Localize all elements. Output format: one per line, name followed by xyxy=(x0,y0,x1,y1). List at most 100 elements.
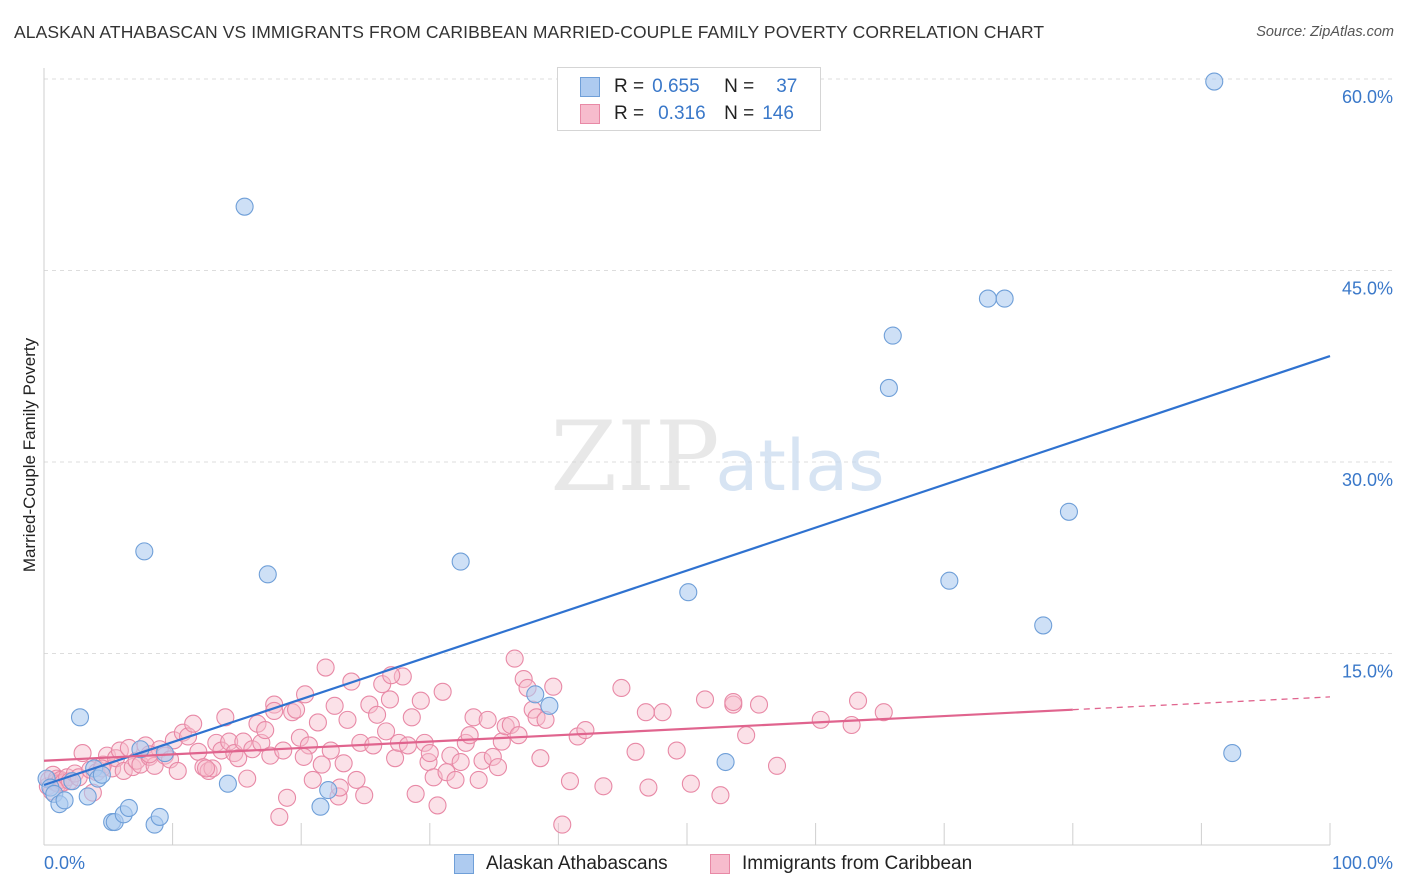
caribbean-point xyxy=(451,752,470,772)
chart-title: ALASKAN ATHABASCAN VS IMMIGRANTS FROM CA… xyxy=(14,22,1045,42)
bottom-legend-swatch-blue xyxy=(454,854,474,874)
athabascan-point xyxy=(70,708,90,727)
athabascan-point xyxy=(218,774,237,793)
athabascan-point xyxy=(1223,744,1242,763)
caribbean-point xyxy=(184,714,203,733)
caribbean-point xyxy=(749,695,769,714)
caribbean-point xyxy=(238,769,257,788)
caribbean-point xyxy=(428,796,447,815)
caribbean-point xyxy=(73,744,92,763)
x-tick-label: 0.0% xyxy=(44,853,85,873)
bottom-legend-label: Immigrants from Caribbean xyxy=(742,853,973,874)
caribbean-point xyxy=(380,690,399,709)
legend-r-label: R = xyxy=(614,103,645,124)
y-tick-label: 60.0% xyxy=(1342,87,1393,107)
caribbean-point xyxy=(402,708,421,727)
athabascan-point xyxy=(978,289,997,308)
caribbean-point xyxy=(653,703,672,722)
axes xyxy=(43,68,1331,846)
legend-swatch-blue xyxy=(580,77,600,97)
athabascan-point xyxy=(319,781,338,800)
caribbean-point xyxy=(406,784,425,803)
athabascan-point xyxy=(119,798,138,818)
caribbean-point xyxy=(460,726,479,745)
caribbean-point xyxy=(274,741,293,760)
legend-n-value: 37 xyxy=(776,76,798,97)
y-tick-label: 30.0% xyxy=(1342,470,1393,490)
bottom-legend-caribbean: Immigrants from Caribbean xyxy=(710,852,972,876)
athabascan-point xyxy=(1034,616,1053,635)
athabascan-point xyxy=(55,791,74,810)
caribbean-points xyxy=(38,649,893,834)
caribbean-point xyxy=(398,736,417,755)
caribbean-trendline xyxy=(43,708,1073,762)
athabascan-point xyxy=(135,542,154,561)
legend-n-label: N = xyxy=(724,76,755,97)
y-tick-label: 45.0% xyxy=(1342,279,1393,299)
caribbean-point xyxy=(203,759,222,778)
athabascan-point xyxy=(78,787,97,806)
caribbean-point xyxy=(216,708,235,727)
caribbean-point xyxy=(612,678,631,698)
athabascan-point xyxy=(150,807,169,826)
bottom-legend-athabascan: Alaskan Athabascans xyxy=(454,852,668,876)
caribbean-point xyxy=(681,774,700,793)
caribbean-point xyxy=(531,749,550,768)
athabascan-trendline xyxy=(43,354,1331,787)
caribbean-point xyxy=(321,741,340,760)
caribbean-point xyxy=(483,747,502,766)
caribbean-point xyxy=(355,786,374,805)
caribbean-point xyxy=(505,649,524,668)
caribbean-point xyxy=(514,669,533,689)
athabascan-point xyxy=(879,378,898,398)
athabascan-point xyxy=(883,326,902,345)
athabascan-point xyxy=(258,565,277,584)
athabascan-point xyxy=(995,289,1014,308)
legend-swatch-pink xyxy=(580,104,600,124)
caribbean-point xyxy=(294,747,313,766)
caribbean-point xyxy=(639,778,658,797)
caribbean-point xyxy=(196,759,216,778)
caribbean-point xyxy=(711,786,730,805)
watermark-zip: ZIP xyxy=(550,401,719,513)
legend-r-value: 0.316 xyxy=(658,103,706,124)
caribbean-point xyxy=(811,710,830,729)
caribbean-point xyxy=(469,770,488,789)
caribbean-point xyxy=(544,677,563,696)
caribbean-point xyxy=(724,692,743,712)
caribbean-point xyxy=(636,703,655,722)
caribbean-point xyxy=(347,770,366,789)
athabascan-point xyxy=(1205,72,1224,91)
athabascan-point xyxy=(716,752,735,772)
caribbean-point xyxy=(473,751,492,770)
caribbean-point xyxy=(576,721,595,740)
caribbean-point xyxy=(478,710,497,729)
source-label: Source: ZipAtlas.com xyxy=(1256,24,1394,40)
caribbean-point xyxy=(325,696,344,715)
caribbean-point xyxy=(393,667,412,686)
legend-r-label: R = xyxy=(614,76,645,97)
caribbean-point xyxy=(229,749,248,768)
caribbean-point xyxy=(312,755,331,774)
caribbean-point xyxy=(492,732,511,751)
caribbean-point xyxy=(168,761,187,781)
caribbean-point xyxy=(433,682,452,701)
caribbean-point xyxy=(420,744,439,763)
athabascan-point xyxy=(311,797,330,816)
athabascan-point xyxy=(679,583,698,602)
caribbean-point xyxy=(270,807,289,826)
y-tick-label: 15.0% xyxy=(1342,662,1393,682)
caribbean-point xyxy=(874,703,893,722)
caribbean-point xyxy=(509,726,528,745)
caribbean-point xyxy=(464,708,483,727)
caribbean-point xyxy=(594,777,613,796)
athabascan-point xyxy=(235,197,254,216)
legend-row-athabascan: R = 0.655 N = 37 xyxy=(580,75,797,99)
watermark: ZIP atlas xyxy=(550,401,884,513)
athabascan-points xyxy=(37,72,1242,834)
athabascan-point xyxy=(1059,502,1078,521)
bottom-legend-swatch-pink xyxy=(710,854,730,874)
caribbean-point xyxy=(488,758,508,777)
caribbean-point xyxy=(695,690,715,709)
